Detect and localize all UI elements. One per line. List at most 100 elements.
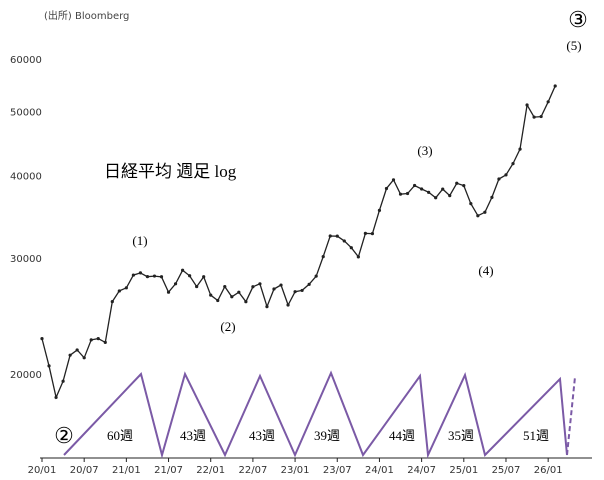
price-point xyxy=(195,284,199,289)
cycle-label: 39週 xyxy=(314,428,340,443)
price-point xyxy=(272,287,276,291)
price-point xyxy=(258,282,262,286)
cycle-label: 44週 xyxy=(389,428,415,443)
x-tick-label: 24/07 xyxy=(407,465,436,476)
price-point xyxy=(349,246,353,250)
price-point xyxy=(539,114,543,119)
x-tick-label: 22/07 xyxy=(238,465,267,476)
price-point xyxy=(82,356,86,360)
price-point xyxy=(427,190,431,194)
price-point xyxy=(384,186,389,191)
wave-label: ③ xyxy=(568,7,588,32)
price-point xyxy=(131,273,135,277)
price-point xyxy=(54,395,58,400)
cycle-label: 43週 xyxy=(249,428,275,443)
price-point xyxy=(553,84,557,88)
cycle-label: 51週 xyxy=(523,428,549,443)
cycle-label: 43週 xyxy=(180,428,206,443)
cycle-label: 60週 xyxy=(107,428,133,443)
price-point xyxy=(40,337,44,341)
y-tick-label: 30000 xyxy=(10,254,42,265)
price-point xyxy=(448,193,452,198)
price-point xyxy=(412,183,417,188)
price-point xyxy=(356,255,360,259)
cycle-label: 35週 xyxy=(448,428,474,443)
wave-label: (4) xyxy=(478,263,493,278)
price-point xyxy=(237,290,241,294)
price-point xyxy=(145,275,150,279)
price-point xyxy=(370,232,375,236)
price-point xyxy=(434,196,438,200)
price-point xyxy=(398,192,403,196)
price-point xyxy=(307,282,311,286)
price-point xyxy=(159,275,164,279)
price-point xyxy=(223,284,227,289)
price-point xyxy=(483,210,487,214)
wave-label: (2) xyxy=(220,319,235,334)
price-point xyxy=(518,147,522,151)
price-point xyxy=(300,288,304,293)
price-point xyxy=(89,338,93,342)
price-point xyxy=(138,271,143,275)
price-point xyxy=(342,239,346,243)
price-point xyxy=(265,305,269,309)
x-tick-label: 25/07 xyxy=(492,465,521,476)
wave-label: (1) xyxy=(132,233,147,248)
x-tick-label: 23/07 xyxy=(323,465,352,476)
price-point xyxy=(251,285,255,289)
price-point xyxy=(377,208,382,212)
price-point xyxy=(75,348,79,352)
x-tick-label: 25/01 xyxy=(449,465,478,476)
price-line xyxy=(41,85,556,400)
price-point xyxy=(546,100,550,104)
price-point xyxy=(244,300,248,304)
wave-label: (5) xyxy=(566,38,581,53)
wave-label: (3) xyxy=(417,143,432,158)
chart-title: 日経平均 週足 log xyxy=(104,162,237,181)
price-point xyxy=(293,290,297,294)
price-point xyxy=(103,340,107,344)
y-tick-label: 50000 xyxy=(10,107,42,118)
price-point xyxy=(462,183,466,188)
source: (出所) Bloomberg xyxy=(44,9,129,22)
price-point xyxy=(321,254,325,259)
price-point xyxy=(216,298,220,303)
price-point xyxy=(279,283,283,287)
cycle-projection xyxy=(566,376,576,456)
price-point xyxy=(209,293,213,297)
price-point xyxy=(335,234,339,238)
price-point xyxy=(314,274,318,278)
price-point xyxy=(181,268,185,272)
price-point xyxy=(504,173,508,177)
price-point xyxy=(117,289,121,293)
price-point xyxy=(469,201,473,206)
price-point xyxy=(363,231,367,236)
x-tick-label: 21/07 xyxy=(154,465,183,476)
x-tick-label: 24/01 xyxy=(365,465,394,476)
x-tick-label: 20/01 xyxy=(28,465,57,476)
price-point xyxy=(420,187,424,191)
price-point xyxy=(61,379,65,383)
price-point xyxy=(455,181,459,185)
price-point xyxy=(173,282,178,286)
price-point xyxy=(532,115,536,119)
price-point xyxy=(166,290,171,294)
price-point xyxy=(152,274,157,278)
x-tick-label: 20/07 xyxy=(70,465,99,476)
price-point xyxy=(110,300,114,304)
price-point xyxy=(497,177,501,181)
price-point xyxy=(511,162,515,166)
price-point xyxy=(188,274,192,278)
x-tick-label: 21/01 xyxy=(112,465,141,476)
y-tick-label: 40000 xyxy=(10,171,42,182)
price-point xyxy=(124,286,128,290)
price-point xyxy=(230,295,234,299)
price-point xyxy=(490,195,494,200)
y-tick-label: 20000 xyxy=(10,370,42,381)
wave-label: ② xyxy=(54,423,74,448)
price-point xyxy=(47,364,51,368)
price-point xyxy=(441,187,445,191)
x-tick-label: 23/01 xyxy=(281,465,310,476)
y-tick-label: 60000 xyxy=(10,55,42,66)
